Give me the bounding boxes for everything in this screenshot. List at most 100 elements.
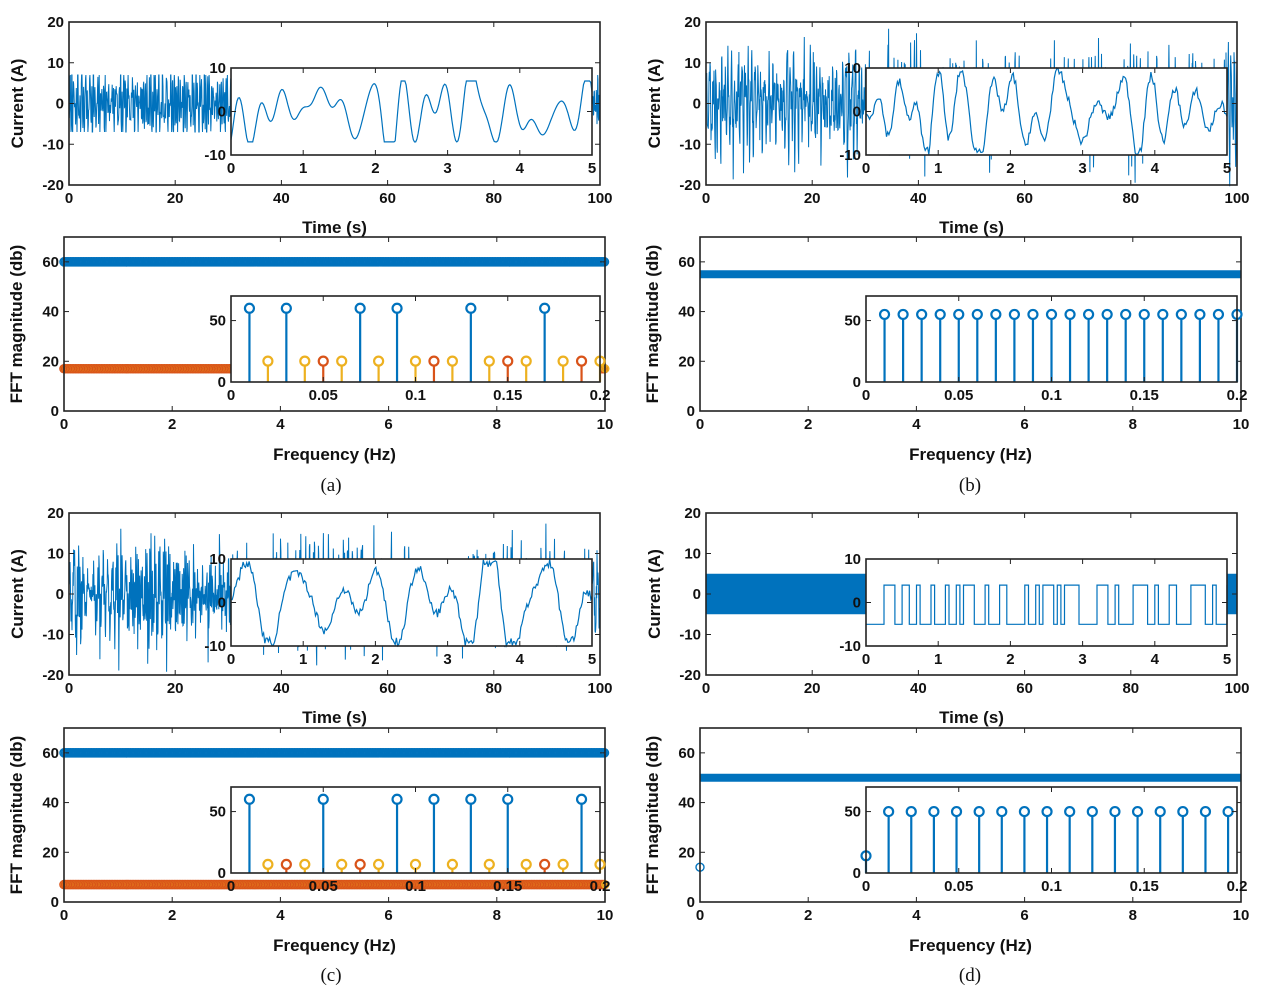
panel-a-fft-inset-ytick-label: 50: [209, 313, 226, 330]
panel-c-time-ytick-label: -10: [42, 627, 64, 644]
panel-a-fft-ytick-label: 40: [42, 304, 59, 321]
panel-d-time-inset-xtick-label: 5: [1223, 651, 1231, 668]
panel-a-time-inset-ytick-label: 0: [218, 104, 226, 121]
panel-c-time-xtick-label: 40: [273, 680, 290, 697]
panel-b-time-inset-ytick-label: -10: [839, 147, 861, 164]
panel-b-time-ytick-label: -10: [679, 136, 701, 153]
panel-a-fft-stem-marker: [336, 355, 348, 367]
panel-d-fft-stem-marker: [1086, 805, 1098, 818]
panel-d-fft-stem-marker: [1177, 805, 1189, 818]
panel-a-fft-stem-marker: [483, 355, 495, 367]
panel-d-fft-stem-marker: [996, 805, 1008, 818]
panel-a-time-inset-xtick-label: 3: [443, 160, 451, 177]
panel-c-fft-inset-bg: [231, 787, 600, 873]
panel-d-fft-ytick-label: 20: [678, 844, 695, 861]
panel-a-fft-stem-marker: [317, 355, 329, 367]
panel-b-time-inset-xtick-label: 2: [1006, 160, 1014, 177]
panel-c-time-inset-xtick-label: 3: [443, 651, 451, 668]
panel-b-time-inset-ytick-label: 10: [844, 60, 861, 77]
panel-a-fft-stem-marker: [575, 355, 588, 367]
panel-c-fft-xtick-label: 0: [60, 907, 68, 924]
panel-d-time-ytick-label: 20: [684, 505, 701, 522]
panel-d-fft-stem-marker: [1199, 805, 1212, 818]
panel-b-fft-ylabel: FFT magnitude (db): [643, 245, 662, 404]
panel-c-fft-inset-ytick-label: 50: [209, 804, 226, 821]
panel-a-fft-stem-marker: [373, 355, 385, 367]
panel-d-time-inset-xtick-label: 0: [862, 651, 870, 668]
panel-c-time-inset-xtick-label: 5: [588, 651, 596, 668]
panel-b-fft-inset-xtick-label: 0.2: [1227, 387, 1248, 404]
panel-d-fft-inset-xtick-label: 0.05: [944, 878, 973, 895]
panel-a-fft-stem-marker: [243, 302, 256, 314]
panel-b-fft-inset-xtick-label: 0: [862, 387, 870, 404]
panel-d-fft-stem-marker: [973, 805, 985, 818]
panel-b-fft-stem-marker: [934, 308, 946, 321]
panel-a-time-xtick-label: 20: [167, 190, 184, 207]
panel-b-fft-xtick-label: 8: [1129, 416, 1137, 433]
panel-c-fft-ylabel: FFT magnitude (db): [7, 736, 26, 895]
panel-a-time-xtick-label: 60: [379, 190, 396, 207]
panel-d-fft-xtick-label: 8: [1129, 907, 1137, 924]
panel-a-time-xtick-label: 100: [587, 190, 612, 207]
panel-b-fft-stem-marker: [953, 308, 965, 321]
panel-a-fft-inset-xtick-label: 0.05: [309, 387, 338, 404]
panel-b-time-xtick-label: 80: [1122, 190, 1139, 207]
panel-c-fft-ytick-label: 20: [42, 844, 59, 861]
panel-d-fft-inset-ytick-label: 50: [844, 804, 861, 821]
panel-c-time-ylabel: Current (A): [8, 549, 27, 639]
panel-a-time-inset-xtick-label: 5: [588, 160, 596, 177]
panel-d-time-ytick-label: -20: [679, 667, 701, 684]
panel-c-fft-stem-marker: [262, 858, 274, 871]
panel-a-fft-inset-xtick-label: 0.1: [405, 387, 426, 404]
panel-b-fft-inset-xtick-label: 0.15: [1130, 387, 1159, 404]
panel-b-fft-stem-marker: [1082, 308, 1095, 321]
panel-a-fft-xtick-label: 2: [168, 416, 176, 433]
panel-c-fft-ytick-label: 60: [42, 745, 59, 762]
panel-b-fft-stem-marker: [1175, 308, 1187, 321]
panel-a-time-inset-ytick-label: -10: [204, 147, 226, 164]
panel-a-fft-stem-marker: [409, 355, 422, 367]
panel-b-fft-stem-marker: [1138, 308, 1150, 321]
panel-d-time-inset-xtick-label: 4: [1151, 651, 1160, 668]
panel-d-fft-inset-xtick-label: 0.2: [1227, 878, 1248, 895]
panel-b-fft-box: [699, 236, 1242, 412]
panel-b-time-ylabel: Current (A): [645, 59, 664, 149]
panel-c-time-ytick-label: 20: [47, 505, 64, 522]
panel-d-fft-inset-ytick-label: 0: [853, 865, 861, 882]
panel-b-fft-inset-ytick-label: 0: [853, 374, 861, 391]
panel-b-fft-stem-marker: [1027, 308, 1039, 321]
panel-d-time-xtick-label: 100: [1224, 680, 1249, 697]
panel-a-fft-stem-marker: [446, 355, 458, 367]
panel-c-time-xtick-label: 80: [485, 680, 502, 697]
panel-c-fft-inset-ytick-label: 0: [218, 865, 226, 882]
panel-c-fft-xtick-label: 4: [276, 907, 285, 924]
panel-b-time-inset-bg: [866, 68, 1227, 155]
panel-a-fft-inset-xtick-label: 0: [227, 387, 235, 404]
panel-c-time-inset-xtick-label: 2: [371, 651, 379, 668]
panel-d-time-ytick-label: 0: [693, 586, 701, 603]
panel-a-time-ytick-label: 10: [47, 55, 64, 72]
panel-a-time-xtick-label: 40: [273, 190, 290, 207]
panel-c-time-xtick-label: 0: [65, 680, 73, 697]
panel-b-fft-xtick-label: 0: [696, 416, 704, 433]
panel-b-fft-xtick-label: 2: [804, 416, 812, 433]
panel-d-time-inset-bg: [866, 559, 1227, 646]
panel-c-fft-ytick-label: 0: [51, 894, 59, 911]
panel-c-fft-stem-marker: [391, 793, 403, 805]
panel-c-fft-inset-xtick-label: 0.05: [309, 878, 338, 895]
panel-c-fft-inset-xtick-label: 0.15: [493, 878, 522, 895]
panel-d-time-inset-xtick-label: 2: [1006, 651, 1014, 668]
panel-c-time-inset-xtick-label: 0: [227, 651, 235, 668]
panel-c-time-inset-ytick-label: 10: [209, 551, 226, 568]
panel-b-fft-stem-marker: [897, 308, 909, 321]
panel-a-time-inset-xtick-label: 2: [371, 160, 379, 177]
panel-c-fft-stem-marker: [317, 793, 329, 805]
panel-d-fft-stem-marker: [1109, 805, 1121, 818]
panel-d-fft-xtick-label: 4: [912, 907, 921, 924]
panel-b-time-inset-ytick-label: 0: [853, 104, 861, 121]
panel-c-fft-inset-xtick-label: 0.1: [405, 878, 426, 895]
panel-d-fft-xtick-label: 10: [1233, 907, 1250, 924]
panel-a-fft-stem-marker: [465, 302, 477, 314]
panel-b-fft-stem-marker: [1120, 308, 1132, 321]
panel-a-fft-inset-ytick-label: 0: [218, 374, 226, 391]
